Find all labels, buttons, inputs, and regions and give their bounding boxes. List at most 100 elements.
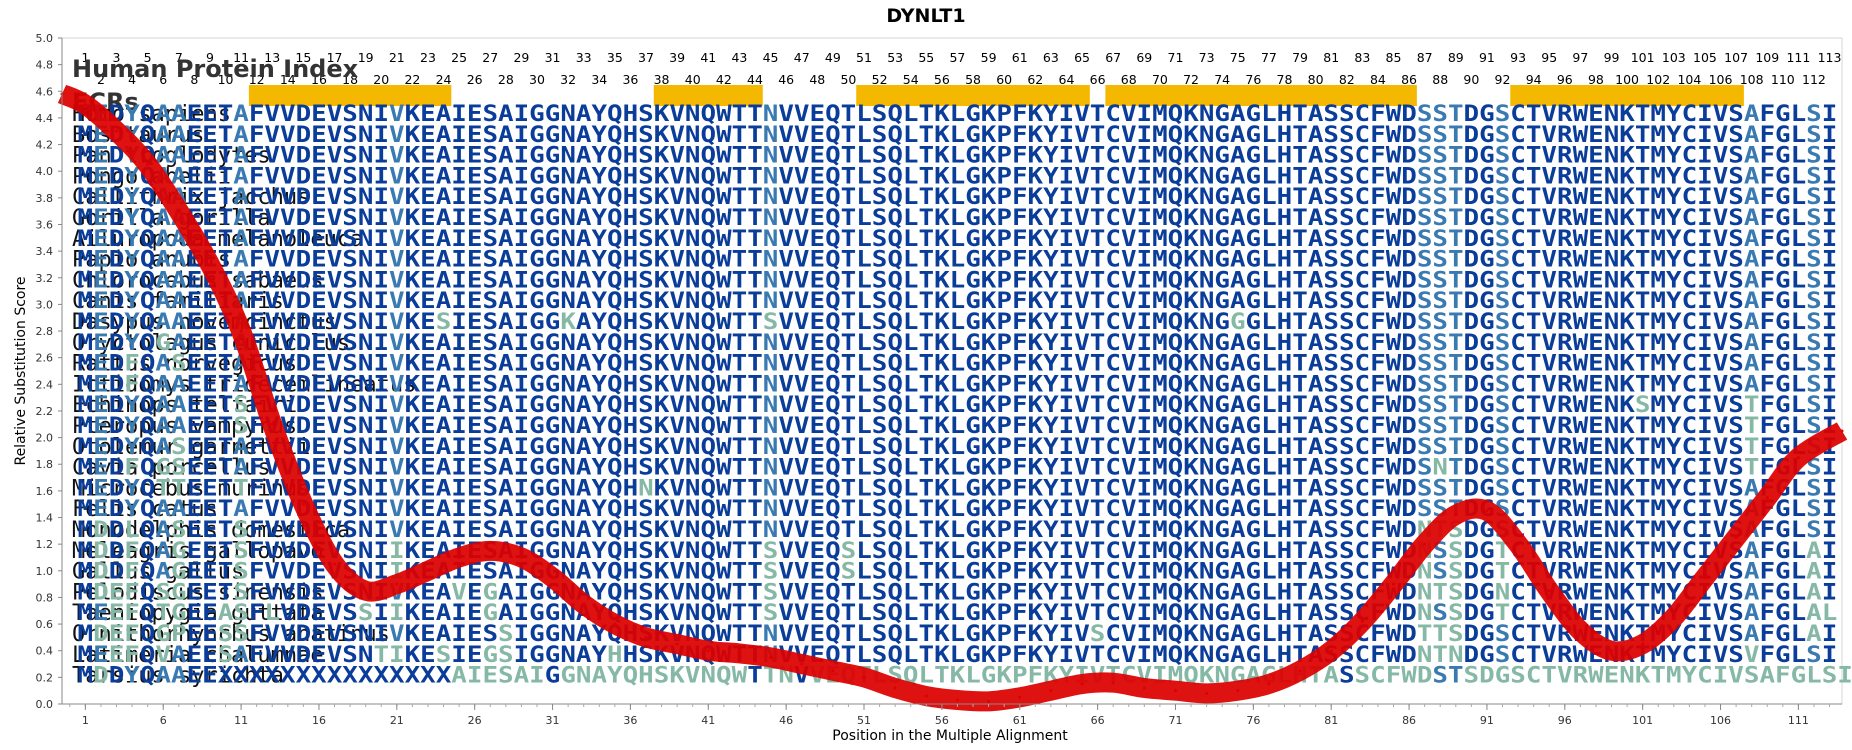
ecr-bar [856,85,1090,106]
index-number: 95 [1541,50,1557,65]
ecr-bars [248,85,1744,106]
score-point [1840,429,1844,433]
index-number: 9 [206,50,214,65]
index-number: 45 [763,50,779,65]
x-tick-label: 91 [1480,714,1494,727]
score-point [1578,629,1582,633]
index-number: 22 [404,72,420,87]
index-number: 43 [731,50,747,65]
y-tick-label: 0.6 [36,618,54,631]
index-number: 50 [840,72,856,87]
index-number: 87 [1417,50,1433,65]
index-number: 42 [716,72,732,87]
index-number: 96 [1557,72,1573,87]
score-point [115,129,119,133]
index-number: 32 [560,72,576,87]
index-number: 18 [342,72,358,87]
y-tick-label: 2.4 [36,378,54,391]
species-label: Tarsius syrichta [72,664,284,689]
index-number: 100 [1615,72,1639,87]
sequence-row: MEDYQASEETAFVVDEVSNIVKEAIESAIGGNAYQHSKVN… [78,434,1838,460]
index-number: 31 [545,50,561,65]
index-number: 83 [1354,50,1370,65]
score-point [1796,456,1800,460]
index-number: 60 [996,72,1012,87]
score-point [83,103,87,107]
score-point [1173,689,1177,693]
sequence-row: MEDYQAAEETAFVVDEVSNIVKEAIESAIGGNAYQHSKVN… [78,288,1838,314]
index-number: 20 [373,72,389,87]
species-label: Pan troglodytes [72,144,271,169]
score-point [1080,682,1084,686]
index-number: 82 [1339,72,1355,87]
index-number: 108 [1740,72,1764,87]
index-number: 6 [159,72,167,87]
y-tick-label: 2.8 [36,325,54,338]
score-point [146,163,150,167]
sequence-row: MEDYQAAEETAFVVDEVSNIVKEAIESAIGGNAYQHSKVN… [78,205,1838,231]
x-tick-label: 1 [82,714,89,727]
index-number: 44 [747,72,763,87]
sequence-row: MEDYQTTEETTFVVDEVSNIVKEAIESAIGGNAYQHNKVN… [78,475,1838,501]
score-point [488,549,492,553]
score-point [1267,682,1271,686]
index-number: 29 [513,50,529,65]
index-number: 25 [451,50,467,65]
index-number: 49 [825,50,841,65]
index-number: 15 [295,50,311,65]
index-number: 61 [1012,50,1028,65]
index-number: 97 [1572,50,1588,65]
ecr-bar [1510,85,1744,106]
ecr-bar [248,85,452,106]
index-number: 10 [218,72,234,87]
score-point [1516,542,1520,546]
sequence-row: MEDYQAAEETAFVVDEVSNIVKESIESAIGGKAYQHSKVN… [78,309,1838,335]
index-number: 71 [1168,50,1184,65]
index-number: 105 [1693,50,1717,65]
index-number: 106 [1709,72,1733,87]
score-point [613,622,617,626]
y-tick-label: 1.6 [36,485,54,498]
y-tick-label: 0.2 [36,671,54,684]
index-number: 57 [949,50,965,65]
x-tick-label: 76 [1246,714,1260,727]
sequence-row: MEDYQAAEETAFVVDEVSNIVKEAIESAIGGNAYQHSKVN… [78,267,1838,293]
index-number: 73 [1199,50,1215,65]
score-point [1672,615,1676,619]
index-number: 3 [113,50,121,65]
sequence-row: MDDYQAAEEXXXXXXXXXXXXXXXAIESAIGGNAYQHSKV… [78,663,1852,689]
species-label: Canis familiaris [72,289,284,314]
index-number: 16 [311,72,327,87]
ecr-bar [653,85,763,106]
x-tick-label: 36 [623,714,637,727]
y-tick-label: 5.0 [36,32,54,45]
x-tick-label: 71 [1168,714,1182,727]
x-tick-label: 111 [1788,714,1809,727]
index-number: 80 [1308,72,1324,87]
index-number: 113 [1818,50,1842,65]
index-number: 89 [1448,50,1464,65]
sequence-row: MEDYQAAEETSFVVDEVSNIVKEAIESAIGGNAYQHSKVN… [78,413,1838,439]
score-point [800,662,804,666]
index-number: 12 [249,72,265,87]
index-number: 1 [81,50,89,65]
score-point [177,209,181,213]
score-point [208,262,212,266]
score-point [582,602,586,606]
x-axis-label: Position in the Multiple Alignment [832,728,1068,744]
y-axis-ticks: 0.0 0.2 0.4 0.6 0.8 1.0 1.2 1.4 1.6 1.8 2.0 2.2 2.4 2… [36,32,62,711]
index-number: 101 [1631,50,1655,65]
index-number: 88 [1432,72,1448,87]
sequence-row: MEDYQAAEETAFVVDEVSNIVKEAIESAIGGNAYQHSKVN… [78,143,1838,169]
index-number: 70 [1152,72,1168,87]
index-number: 41 [700,50,716,65]
score-line-layer [57,84,1848,712]
score-point [1049,689,1053,693]
y-tick-label: 4.6 [36,85,54,98]
species-label: Latimeria chalumnae [72,643,324,668]
index-number: 81 [1323,50,1339,65]
index-number: 46 [778,72,794,87]
score-point [1142,686,1146,690]
index-number: 99 [1604,50,1620,65]
